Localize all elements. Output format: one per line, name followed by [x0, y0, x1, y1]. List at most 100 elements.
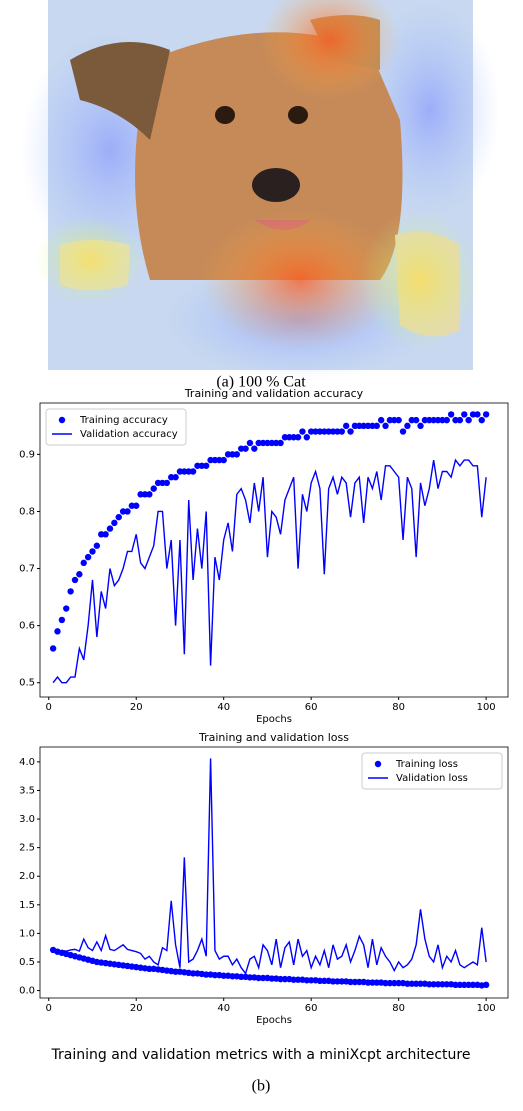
data-point — [395, 979, 402, 987]
data-point — [325, 428, 332, 435]
data-point — [299, 428, 306, 435]
data-point — [461, 981, 468, 989]
data-point — [456, 981, 464, 989]
data-point — [338, 428, 345, 435]
data-point — [281, 434, 289, 441]
data-point — [115, 513, 122, 521]
x-tick-label: 60 — [305, 702, 318, 713]
data-point — [154, 479, 162, 487]
data-point — [303, 434, 311, 441]
x-tick-label: 40 — [217, 1003, 230, 1014]
data-point — [452, 416, 459, 424]
data-point — [342, 422, 350, 430]
legend-label: Validation accuracy — [80, 429, 178, 440]
x-tick-label: 80 — [392, 1003, 405, 1014]
data-point — [360, 422, 367, 430]
data-point — [119, 508, 127, 515]
data-point — [307, 977, 315, 984]
data-point — [290, 434, 297, 441]
caption-a: (a) 100 % Cat — [216, 374, 306, 391]
y-tick-label: 3.0 — [19, 814, 35, 825]
data-point — [242, 445, 249, 452]
x-tick-label: 40 — [217, 702, 230, 713]
data-point — [404, 980, 411, 987]
data-point — [264, 439, 271, 447]
data-point — [172, 474, 179, 481]
data-point — [189, 970, 197, 977]
data-point — [434, 416, 442, 424]
data-point — [259, 439, 267, 447]
legend-box — [45, 408, 187, 446]
y-tick-label: 0.0 — [19, 986, 35, 997]
legend-label: Training accuracy — [79, 415, 168, 426]
data-point — [67, 588, 74, 595]
caption-b: (b) — [252, 1078, 271, 1095]
data-point — [321, 977, 328, 985]
data-point — [189, 468, 197, 475]
data-point — [307, 428, 315, 435]
y-tick-label: 1.0 — [19, 928, 35, 939]
data-point — [203, 971, 210, 978]
x-tick-label: 20 — [130, 702, 143, 713]
y-tick-label: 0.8 — [19, 506, 35, 517]
data-point — [172, 968, 179, 975]
data-point — [443, 981, 450, 988]
y-tick-label: 1.5 — [19, 900, 35, 911]
data-point — [316, 428, 324, 435]
data-point — [246, 439, 254, 447]
chart-title: Training and validation loss — [198, 731, 349, 744]
data-point — [312, 428, 319, 435]
data-point — [185, 468, 192, 475]
data-point — [421, 416, 429, 424]
x-axis-label: Epochs — [256, 714, 292, 725]
data-point — [224, 451, 232, 458]
x-tick-label: 0 — [46, 1003, 52, 1014]
data-point — [373, 422, 380, 430]
data-point — [89, 548, 96, 555]
y-tick-label: 0.6 — [19, 621, 35, 632]
data-point — [277, 975, 284, 983]
legend-marker — [374, 760, 382, 768]
data-point — [482, 981, 490, 989]
data-point — [229, 451, 236, 458]
y-tick-label: 2.0 — [19, 871, 35, 882]
y-tick-label: 0.9 — [19, 449, 35, 460]
data-point — [426, 416, 433, 424]
caption: Training and validation metrics with a m… — [51, 1047, 471, 1063]
y-tick-label: 2.5 — [19, 843, 35, 854]
data-point — [237, 973, 245, 981]
data-point — [430, 416, 437, 424]
data-point — [268, 439, 276, 447]
data-point — [386, 416, 394, 424]
data-point — [404, 422, 411, 430]
data-point — [54, 628, 61, 635]
data-point — [294, 434, 302, 441]
y-tick-label: 4.0 — [19, 757, 35, 768]
data-point — [369, 422, 376, 430]
plot-frame — [39, 746, 509, 999]
legend-box — [361, 752, 503, 790]
x-axis-label: Epochs — [256, 1015, 292, 1026]
data-point — [347, 428, 354, 435]
data-point — [347, 978, 354, 986]
data-point — [106, 525, 114, 532]
data-point — [465, 416, 472, 424]
data-point — [391, 979, 398, 987]
data-point — [412, 416, 420, 424]
data-point — [386, 979, 394, 987]
data-point — [176, 468, 184, 475]
data-point — [229, 973, 236, 980]
data-point — [382, 422, 389, 430]
data-point — [465, 981, 472, 989]
data-point — [356, 978, 363, 986]
legend-marker — [58, 416, 66, 424]
data-point — [329, 978, 337, 985]
data-point — [268, 975, 276, 982]
data-point — [329, 428, 337, 435]
data-point — [391, 416, 398, 424]
data-point — [76, 571, 83, 578]
data-point — [417, 980, 424, 987]
data-point — [207, 456, 214, 464]
data-point — [93, 542, 101, 549]
